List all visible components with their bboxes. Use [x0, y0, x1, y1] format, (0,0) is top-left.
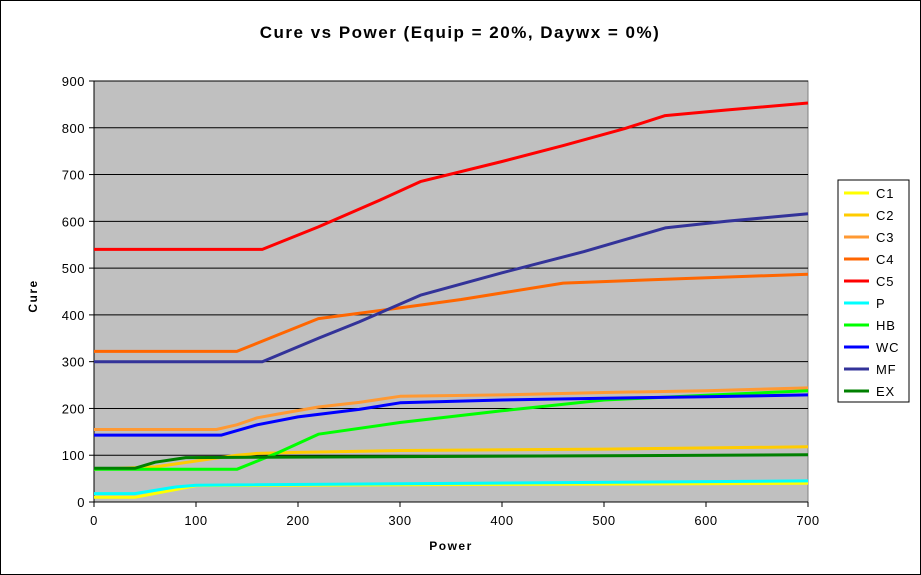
x-tick-label: 700: [796, 513, 819, 528]
x-axis-label: Power: [429, 539, 473, 553]
x-tick-label: 500: [592, 513, 615, 528]
legend-label: C5: [876, 274, 894, 289]
y-tick-label: 500: [62, 261, 85, 276]
plot-background: [93, 80, 809, 503]
y-tick-label: 200: [62, 401, 85, 416]
y-axis-label: Cure: [26, 279, 40, 312]
legend-label: HB: [876, 318, 896, 333]
legend-label: C3: [876, 230, 894, 245]
y-tick-label: 600: [62, 214, 85, 229]
y-tick-label: 300: [62, 355, 85, 370]
x-tick-label: 600: [694, 513, 717, 528]
series-line-mf: [94, 212, 809, 364]
y-tick-label: 100: [62, 448, 85, 463]
chart-title: Cure vs Power (Equip = 20%, Daywx = 0%): [260, 23, 661, 42]
legend-label: C1: [876, 186, 894, 201]
y-tick-label: 400: [62, 308, 85, 323]
series-line-wc: [94, 393, 809, 437]
y-tick-label: 800: [62, 121, 85, 136]
x-tick-label: 200: [286, 513, 309, 528]
y-tick-label: 0: [77, 495, 85, 510]
legend-label: C2: [876, 208, 894, 223]
legend: C1 C2 C3 C4 C5 P HB WC MF EX: [837, 179, 910, 403]
legend-label: EX: [876, 384, 895, 399]
x-tick-label: 100: [184, 513, 207, 528]
legend-label: WC: [876, 340, 899, 355]
legend-label: C4: [876, 252, 894, 267]
plot-area: 0 100 200 300 400 500 600 700 800 900 0 100 200 300 40…: [62, 74, 819, 528]
series-line-ex: [94, 453, 809, 470]
series-line-p: [94, 479, 809, 496]
series-line-c5: [94, 101, 809, 251]
y-tick-label: 900: [62, 74, 85, 89]
legend-box: [837, 179, 910, 403]
series-line-c4: [94, 272, 809, 353]
y-tick-label: 700: [62, 168, 85, 183]
series-line-c3: [94, 386, 809, 431]
legend-label: P: [876, 296, 885, 311]
x-tick-label: 300: [388, 513, 411, 528]
x-tick-label: 0: [90, 513, 98, 528]
legend-label: MF: [876, 362, 896, 377]
x-tick-label: 400: [490, 513, 513, 528]
